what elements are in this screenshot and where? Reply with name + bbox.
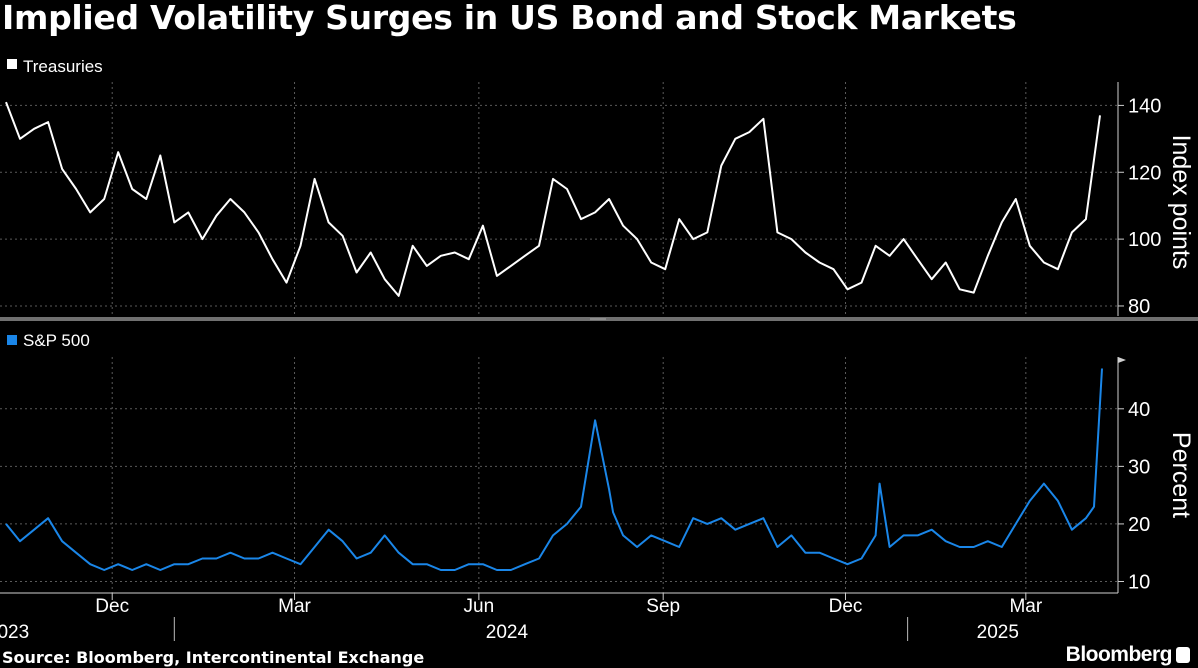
treasuries-series-line <box>5 101 1101 297</box>
treasuries-panel: Treasuries 80 100 120 140 Index points <box>0 57 1195 318</box>
treasuries-grid <box>0 82 1118 316</box>
x-tick-label-year: 2025 <box>977 622 1019 643</box>
sp500-panel: S&P 500 10 20 30 40 Percent <box>0 331 1195 593</box>
sp500-series-line <box>5 368 1103 571</box>
treasuries-y-axis-label: Index points <box>1167 135 1195 270</box>
treasuries-y-tick-label: 100 <box>1128 229 1161 251</box>
sp500-grid <box>0 357 1118 593</box>
sp500-y-tick-label: 30 <box>1128 456 1150 478</box>
source-note: Source: Bloomberg, Intercontinental Exch… <box>2 648 425 667</box>
x-tick-label-month: Mar <box>1009 596 1042 617</box>
x-tick-label-month: Dec <box>829 596 863 617</box>
bloomberg-mark-icon <box>1176 647 1190 663</box>
sp500-y-tick-label: 40 <box>1128 399 1150 421</box>
x-axis: Dec Mar Jun Sep Dec Mar 2023 2024 2025 <box>0 593 1043 643</box>
sp500-legend-swatch <box>7 335 17 345</box>
sp500-y-tick-label: 10 <box>1128 571 1150 593</box>
sp500-y-ticks: 10 20 30 40 <box>1118 399 1150 593</box>
x-tick-label-month: Dec <box>95 596 129 617</box>
sp500-legend-label: S&P 500 <box>23 331 90 350</box>
sp500-y-tick-label: 20 <box>1128 514 1150 536</box>
treasuries-y-tick-label: 120 <box>1128 162 1161 184</box>
sp500-y-axis-label: Percent <box>1167 432 1195 518</box>
bloomberg-logo: Bloomberg <box>1066 643 1190 667</box>
x-tick-label-year: 2023 <box>0 622 29 643</box>
x-tick-label-month: Mar <box>278 596 311 617</box>
brand-name: Bloomberg <box>1065 643 1173 666</box>
x-tick-label-month: Jun <box>464 596 495 617</box>
x-tick-label-month: Sep <box>646 596 680 617</box>
treasuries-y-ticks: 80 100 120 140 <box>1118 95 1161 318</box>
sp500-axis-arrow <box>1118 357 1126 363</box>
treasuries-y-tick-label: 80 <box>1128 296 1150 318</box>
treasuries-legend-label: Treasuries <box>23 57 103 76</box>
treasuries-legend-swatch <box>7 59 17 69</box>
x-tick-label-year: 2024 <box>486 622 529 643</box>
treasuries-y-tick-label: 140 <box>1128 95 1161 117</box>
chart-title: Implied Volatility Surges in US Bond and… <box>2 0 1017 37</box>
